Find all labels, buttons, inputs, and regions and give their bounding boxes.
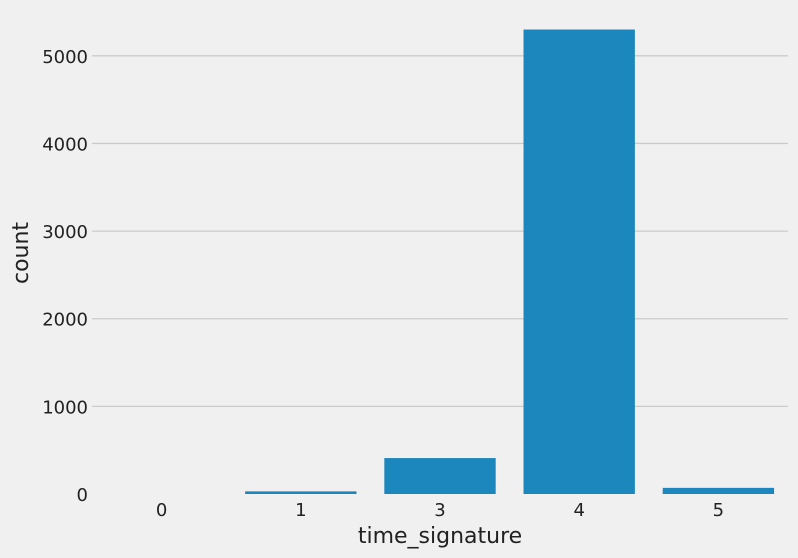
y-tick-label: 0	[77, 485, 88, 506]
x-tick-label: 0	[156, 500, 167, 521]
x-tick-label: 1	[295, 500, 306, 521]
y-tick-label: 5000	[42, 47, 88, 68]
x-tick-labels: 0 1 3 4 5	[156, 500, 724, 521]
bars	[245, 29, 775, 494]
y-tick-label: 2000	[42, 310, 88, 331]
y-tick-label: 3000	[42, 222, 88, 243]
bar-4	[523, 29, 635, 494]
x-tick-label: 5	[713, 500, 724, 521]
y-tick-labels: 0 1000 2000 3000 4000 5000	[42, 47, 88, 506]
bar-1	[245, 491, 357, 494]
bar-3	[384, 458, 496, 494]
bar-5	[662, 487, 775, 494]
y-tick-label: 1000	[42, 397, 88, 418]
x-tick-label: 4	[573, 500, 584, 521]
x-axis-label: time_signature	[358, 524, 522, 549]
y-tick-label: 4000	[42, 134, 88, 155]
y-gridlines	[92, 55, 788, 408]
x-tick-label: 3	[434, 500, 445, 521]
y-axis-label: count	[9, 222, 34, 284]
